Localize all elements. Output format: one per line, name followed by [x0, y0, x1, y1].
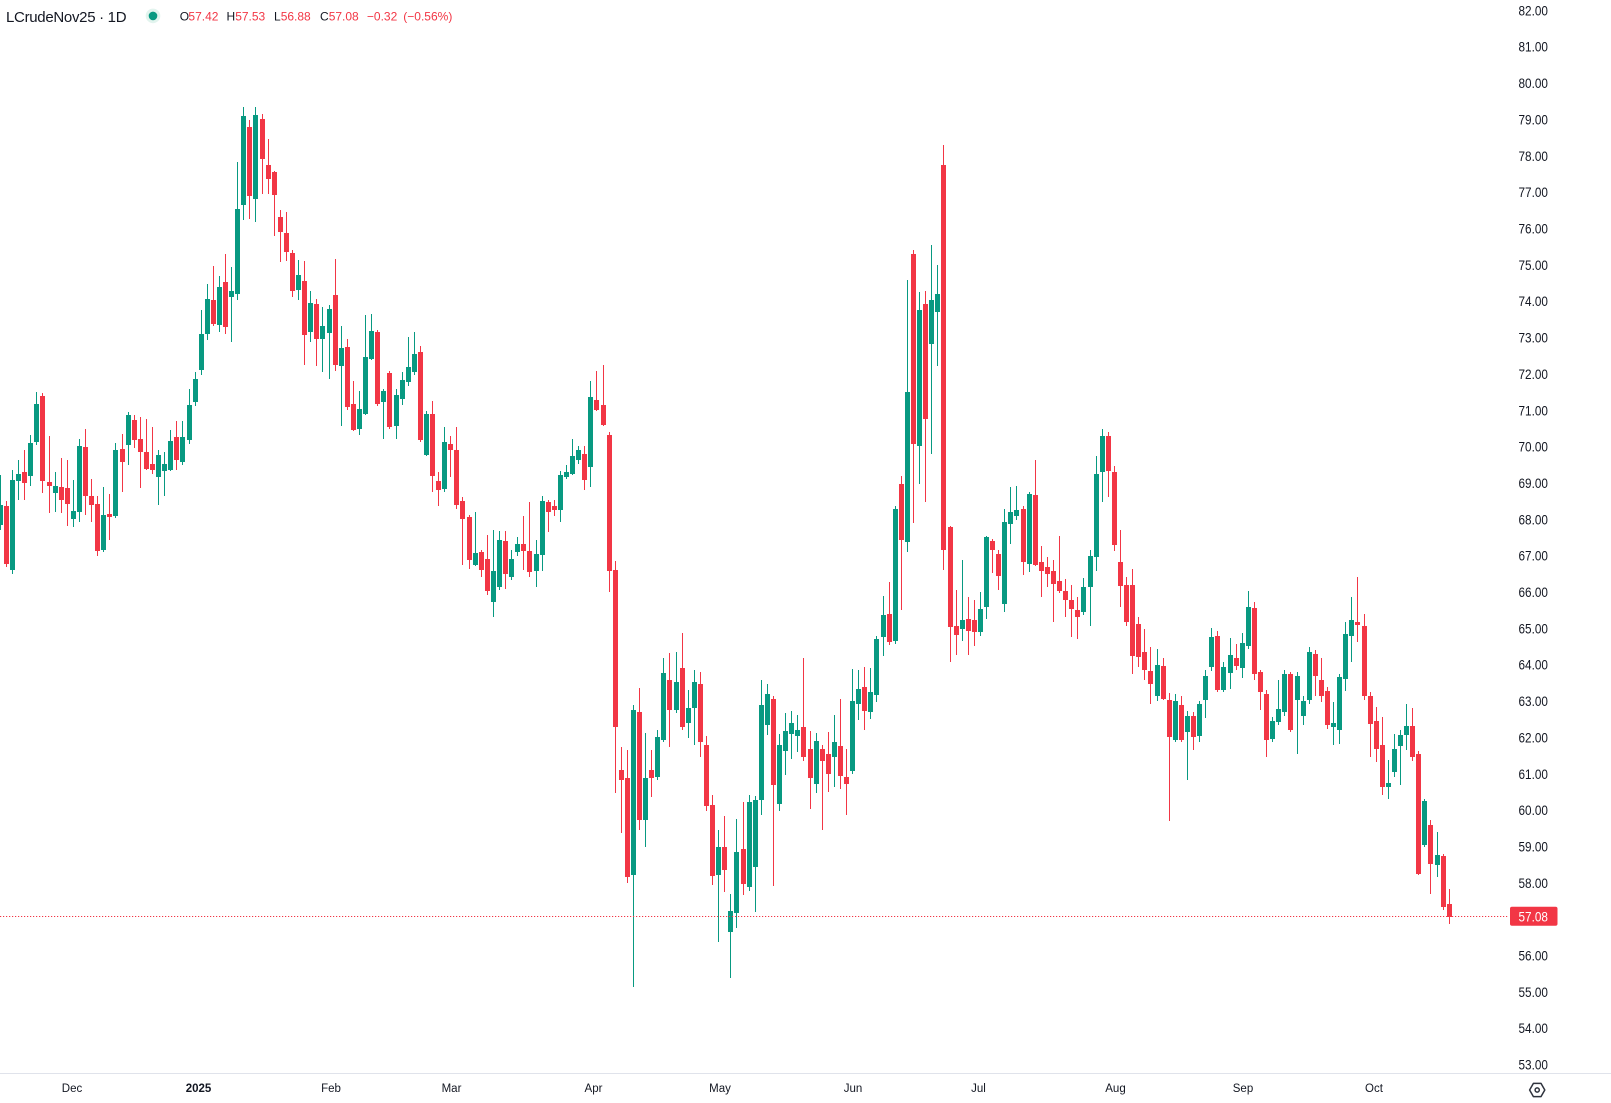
svg-text:2025: 2025 — [186, 1083, 212, 1095]
svg-text:55.00: 55.00 — [1519, 984, 1549, 1000]
svg-text:66.00: 66.00 — [1519, 584, 1549, 600]
svg-text:69.00: 69.00 — [1519, 475, 1549, 491]
svg-text:68.00: 68.00 — [1519, 511, 1549, 527]
svg-text:59.00: 59.00 — [1519, 839, 1549, 855]
svg-text:65.00: 65.00 — [1519, 620, 1549, 636]
svg-text:May: May — [709, 1083, 731, 1095]
svg-text:54.00: 54.00 — [1519, 1020, 1549, 1036]
svg-text:63.00: 63.00 — [1519, 693, 1549, 709]
svg-text:LCrudeNov25 · 1D: LCrudeNov25 · 1D — [6, 9, 127, 26]
svg-text:Mar: Mar — [442, 1083, 462, 1095]
svg-text:53.00: 53.00 — [1519, 1057, 1549, 1073]
svg-text:61.00: 61.00 — [1519, 766, 1549, 782]
svg-text:56.88: 56.88 — [281, 10, 311, 24]
svg-text:57.53: 57.53 — [235, 10, 265, 24]
svg-text:62.00: 62.00 — [1519, 729, 1549, 745]
svg-text:73.00: 73.00 — [1519, 330, 1549, 346]
svg-text:Aug: Aug — [1105, 1083, 1125, 1095]
svg-text:(−0.56%): (−0.56%) — [403, 10, 452, 24]
svg-text:Dec: Dec — [62, 1083, 83, 1095]
svg-text:76.00: 76.00 — [1519, 221, 1549, 237]
svg-text:79.00: 79.00 — [1519, 111, 1549, 127]
svg-text:C: C — [320, 10, 329, 24]
svg-text:57.42: 57.42 — [188, 10, 218, 24]
svg-text:Jun: Jun — [844, 1083, 863, 1095]
svg-text:67.00: 67.00 — [1519, 548, 1549, 564]
svg-text:81.00: 81.00 — [1519, 39, 1549, 55]
svg-text:70.00: 70.00 — [1519, 439, 1549, 455]
svg-text:Apr: Apr — [585, 1083, 603, 1095]
svg-text:56.00: 56.00 — [1519, 948, 1549, 964]
svg-text:−0.32: −0.32 — [367, 10, 398, 24]
svg-text:O: O — [180, 10, 189, 24]
svg-text:58.00: 58.00 — [1519, 875, 1549, 891]
svg-text:72.00: 72.00 — [1519, 366, 1549, 382]
svg-text:64.00: 64.00 — [1519, 657, 1549, 673]
svg-text:60.00: 60.00 — [1519, 802, 1549, 818]
svg-text:71.00: 71.00 — [1519, 402, 1549, 418]
svg-text:Jul: Jul — [971, 1083, 986, 1095]
svg-text:L: L — [274, 10, 281, 24]
svg-text:74.00: 74.00 — [1519, 293, 1549, 309]
svg-text:Oct: Oct — [1365, 1083, 1384, 1095]
svg-text:Sep: Sep — [1233, 1083, 1253, 1095]
svg-text:Feb: Feb — [321, 1083, 341, 1095]
svg-text:H: H — [227, 10, 236, 24]
svg-text:80.00: 80.00 — [1519, 75, 1549, 91]
svg-text:82.00: 82.00 — [1519, 2, 1549, 18]
svg-text:57.08: 57.08 — [329, 10, 359, 24]
svg-text:78.00: 78.00 — [1519, 148, 1549, 164]
svg-text:57.08: 57.08 — [1519, 908, 1549, 924]
svg-text:75.00: 75.00 — [1519, 257, 1549, 273]
svg-text:77.00: 77.00 — [1519, 184, 1549, 200]
